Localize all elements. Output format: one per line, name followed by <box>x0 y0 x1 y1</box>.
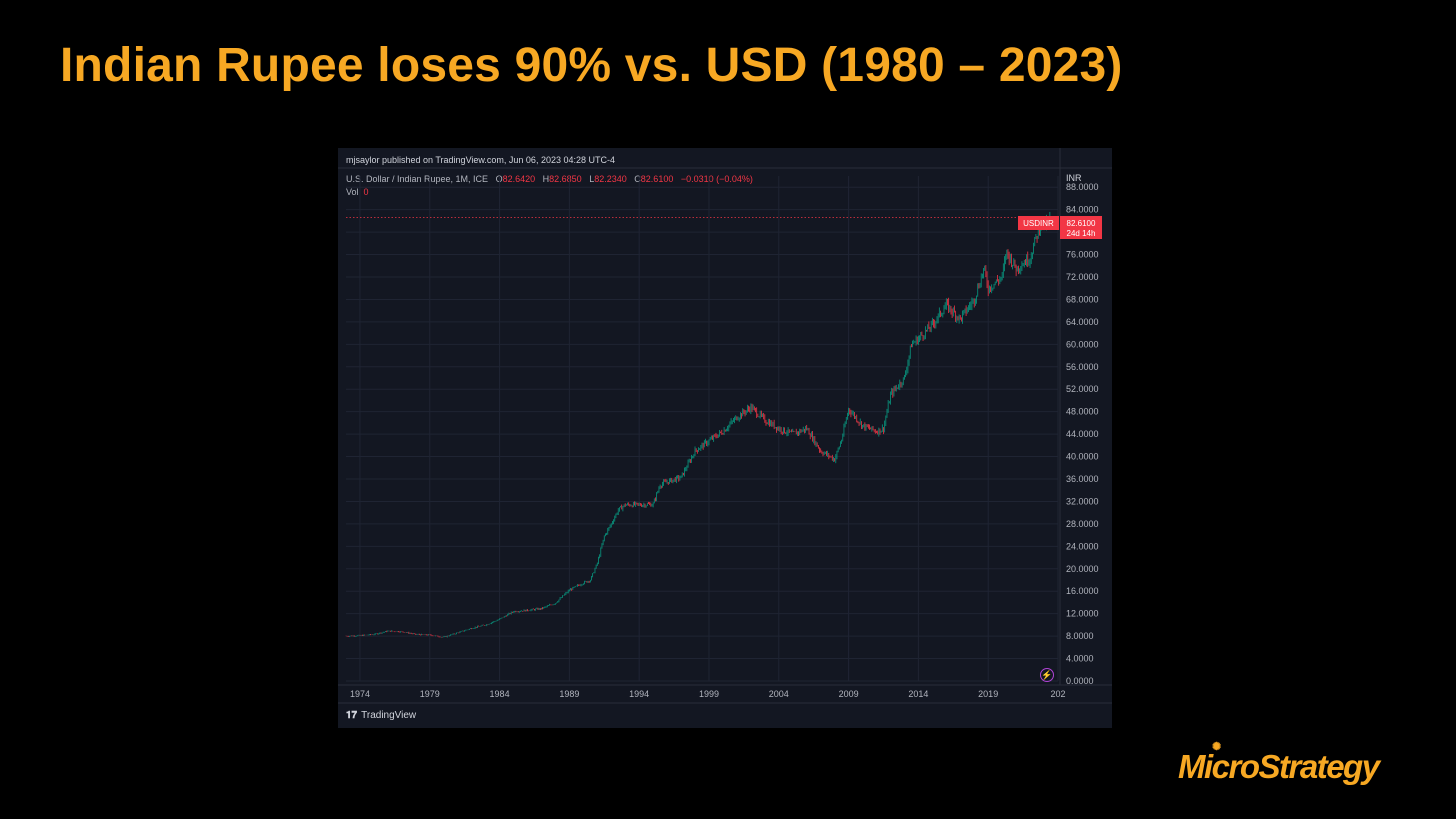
high-value: 82.6850 <box>549 174 582 184</box>
grid-lines <box>338 148 1112 704</box>
y-tick-label: 28.0000 <box>1066 519 1099 529</box>
high-label: H <box>542 174 550 184</box>
chart-panel[interactable]: mjsaylor published on TradingView.com, J… <box>338 148 1112 728</box>
y-tick-label: 36.0000 <box>1066 474 1099 484</box>
x-tick-label: 1984 <box>490 689 510 699</box>
x-tick-label: 1994 <box>629 689 649 699</box>
lightning-icon[interactable]: ⚡ <box>1040 668 1054 682</box>
y-tick-label: 60.0000 <box>1066 339 1099 349</box>
y-tick-label: 32.0000 <box>1066 496 1099 506</box>
y-tick-label: 24.0000 <box>1066 541 1099 551</box>
y-tick-label: 44.0000 <box>1066 429 1099 439</box>
y-tick-label: 76.0000 <box>1066 250 1099 260</box>
symbol-description: U.S. Dollar / Indian Rupee, 1M, ICE <box>346 174 489 184</box>
x-tick-label: 202 <box>1050 689 1065 699</box>
x-tick-label: 1974 <box>350 689 370 699</box>
x-axis-ticks: 1974 1979 1984 1989 1994 1999 2004 2009 2014 2019… <box>350 689 1066 699</box>
volume-value: 0 <box>363 187 369 197</box>
y-tick-label: 72.0000 <box>1066 272 1099 282</box>
price-tag-symbol-bg <box>1018 216 1059 230</box>
low-value: 82.2340 <box>594 174 627 184</box>
price-tag-countdown-bg <box>1060 227 1102 239</box>
price-tag-value-bg <box>1060 216 1102 230</box>
y-tick-label: 52.0000 <box>1066 384 1099 394</box>
close-value: 82.6100 <box>640 174 674 184</box>
y-tick-label: 12.0000 <box>1066 609 1099 619</box>
low-label: L <box>589 174 595 184</box>
candle-series <box>345 211 1051 638</box>
price-tag-symbol: USDINR <box>1023 219 1054 228</box>
x-tick-label: 1979 <box>420 689 440 699</box>
y-tick-label: 56.0000 <box>1066 362 1099 372</box>
close-label: C <box>634 174 641 184</box>
volume-label: Vol <box>346 187 359 197</box>
price-tag-countdown: 24d 14h <box>1067 229 1096 238</box>
y-tick-label: 64.0000 <box>1066 317 1099 327</box>
y-tick-label: 20.0000 <box>1066 564 1099 574</box>
publisher-line: mjsaylor published on TradingView.com, J… <box>346 155 615 165</box>
y-tick-label: 68.0000 <box>1066 294 1099 304</box>
x-tick-label: 2004 <box>769 689 789 699</box>
x-tick-label: 2009 <box>839 689 859 699</box>
y-tick-label: 48.0000 <box>1066 407 1099 417</box>
x-tick-label: 2019 <box>978 689 998 699</box>
y-tick-label: 4.0000 <box>1066 654 1094 664</box>
y-tick-label: 0.0000 <box>1066 676 1094 686</box>
price-chart[interactable]: 0.0000 4.0000 8.0000 12.0000 16.0000 20.0000 2… <box>338 148 1112 728</box>
y-tick-label: 40.0000 <box>1066 452 1099 462</box>
x-tick-label: 1989 <box>559 689 579 699</box>
change-value: −0.0310 (−0.04%) <box>680 174 753 184</box>
slide-title: Indian Rupee loses 90% vs. USD (1980 – 2… <box>60 39 1123 92</box>
tradingview-label: TradingView <box>361 710 417 721</box>
y-tick-label: 16.0000 <box>1066 586 1099 596</box>
open-value: 82.6420 <box>502 174 536 184</box>
y-tick-label: 84.0000 <box>1066 205 1099 215</box>
y-tick-label: 8.0000 <box>1066 631 1094 641</box>
logo-star-icon: ✺ <box>1212 741 1221 753</box>
brand-name: MicroStrategy <box>1178 748 1380 785</box>
y-axis-ticks: 0.0000 4.0000 8.0000 12.0000 16.0000 20.0000 2… <box>1066 182 1099 686</box>
microstrategy-logo: ✺ MicroStrategy <box>1178 741 1380 786</box>
x-tick-label: 1999 <box>699 689 719 699</box>
tradingview-brand[interactable]: 𝟏𝟕 TradingView <box>346 710 416 721</box>
y-tick-label: 88.0000 <box>1066 182 1099 192</box>
x-tick-label: 2014 <box>908 689 928 699</box>
currency-unit: INR <box>1066 173 1082 183</box>
volume-legend: Vol 0 <box>346 187 369 197</box>
price-tag-value: 82.6100 <box>1067 219 1096 228</box>
price-tag: USDINR 82.6100 24d 14h <box>1018 216 1102 239</box>
tradingview-logo-icon: 𝟏𝟕 <box>346 710 358 721</box>
